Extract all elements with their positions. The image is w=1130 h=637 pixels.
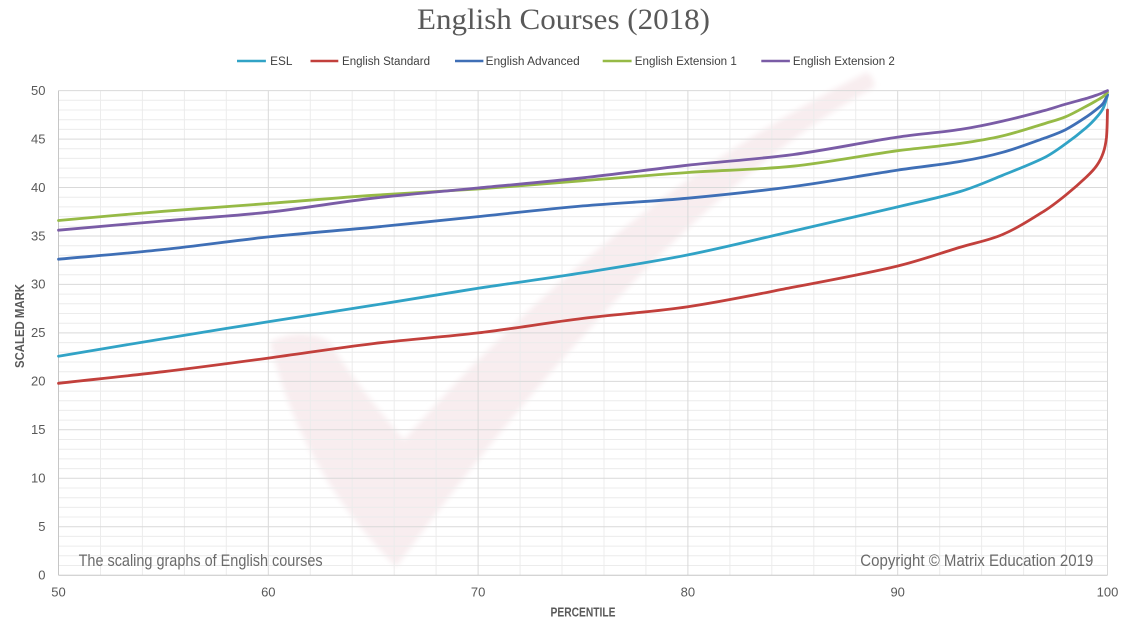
svg-text:45: 45 [31,131,45,146]
svg-text:SCALED MARK: SCALED MARK [12,283,27,368]
svg-text:English Extension 1: English Extension 1 [635,56,737,68]
svg-text:ESL: ESL [270,56,293,68]
svg-text:English Courses (2018): English Courses (2018) [417,4,710,36]
svg-text:60: 60 [261,585,275,600]
svg-text:80: 80 [681,585,695,600]
svg-text:English Extension 2: English Extension 2 [793,56,895,68]
svg-text:The scaling graphs of English: The scaling graphs of English courses [79,551,323,570]
svg-text:PERCENTILE: PERCENTILE [551,605,616,620]
svg-text:100: 100 [1097,585,1119,600]
svg-text:35: 35 [31,228,45,243]
svg-text:English Standard: English Standard [342,56,430,68]
svg-text:20: 20 [31,374,45,389]
svg-text:10: 10 [31,471,45,486]
svg-text:70: 70 [471,585,485,600]
svg-text:5: 5 [38,519,45,534]
svg-text:50: 50 [31,83,45,98]
svg-text:90: 90 [890,585,904,600]
svg-text:English Advanced: English Advanced [486,56,580,68]
svg-text:Copyright © Matrix Education 2: Copyright © Matrix Education 2019 [860,551,1093,570]
svg-text:15: 15 [31,422,45,437]
svg-text:30: 30 [31,277,45,292]
svg-text:50: 50 [51,585,65,600]
svg-text:25: 25 [31,325,45,340]
svg-text:40: 40 [31,180,45,195]
svg-text:0: 0 [38,568,45,583]
